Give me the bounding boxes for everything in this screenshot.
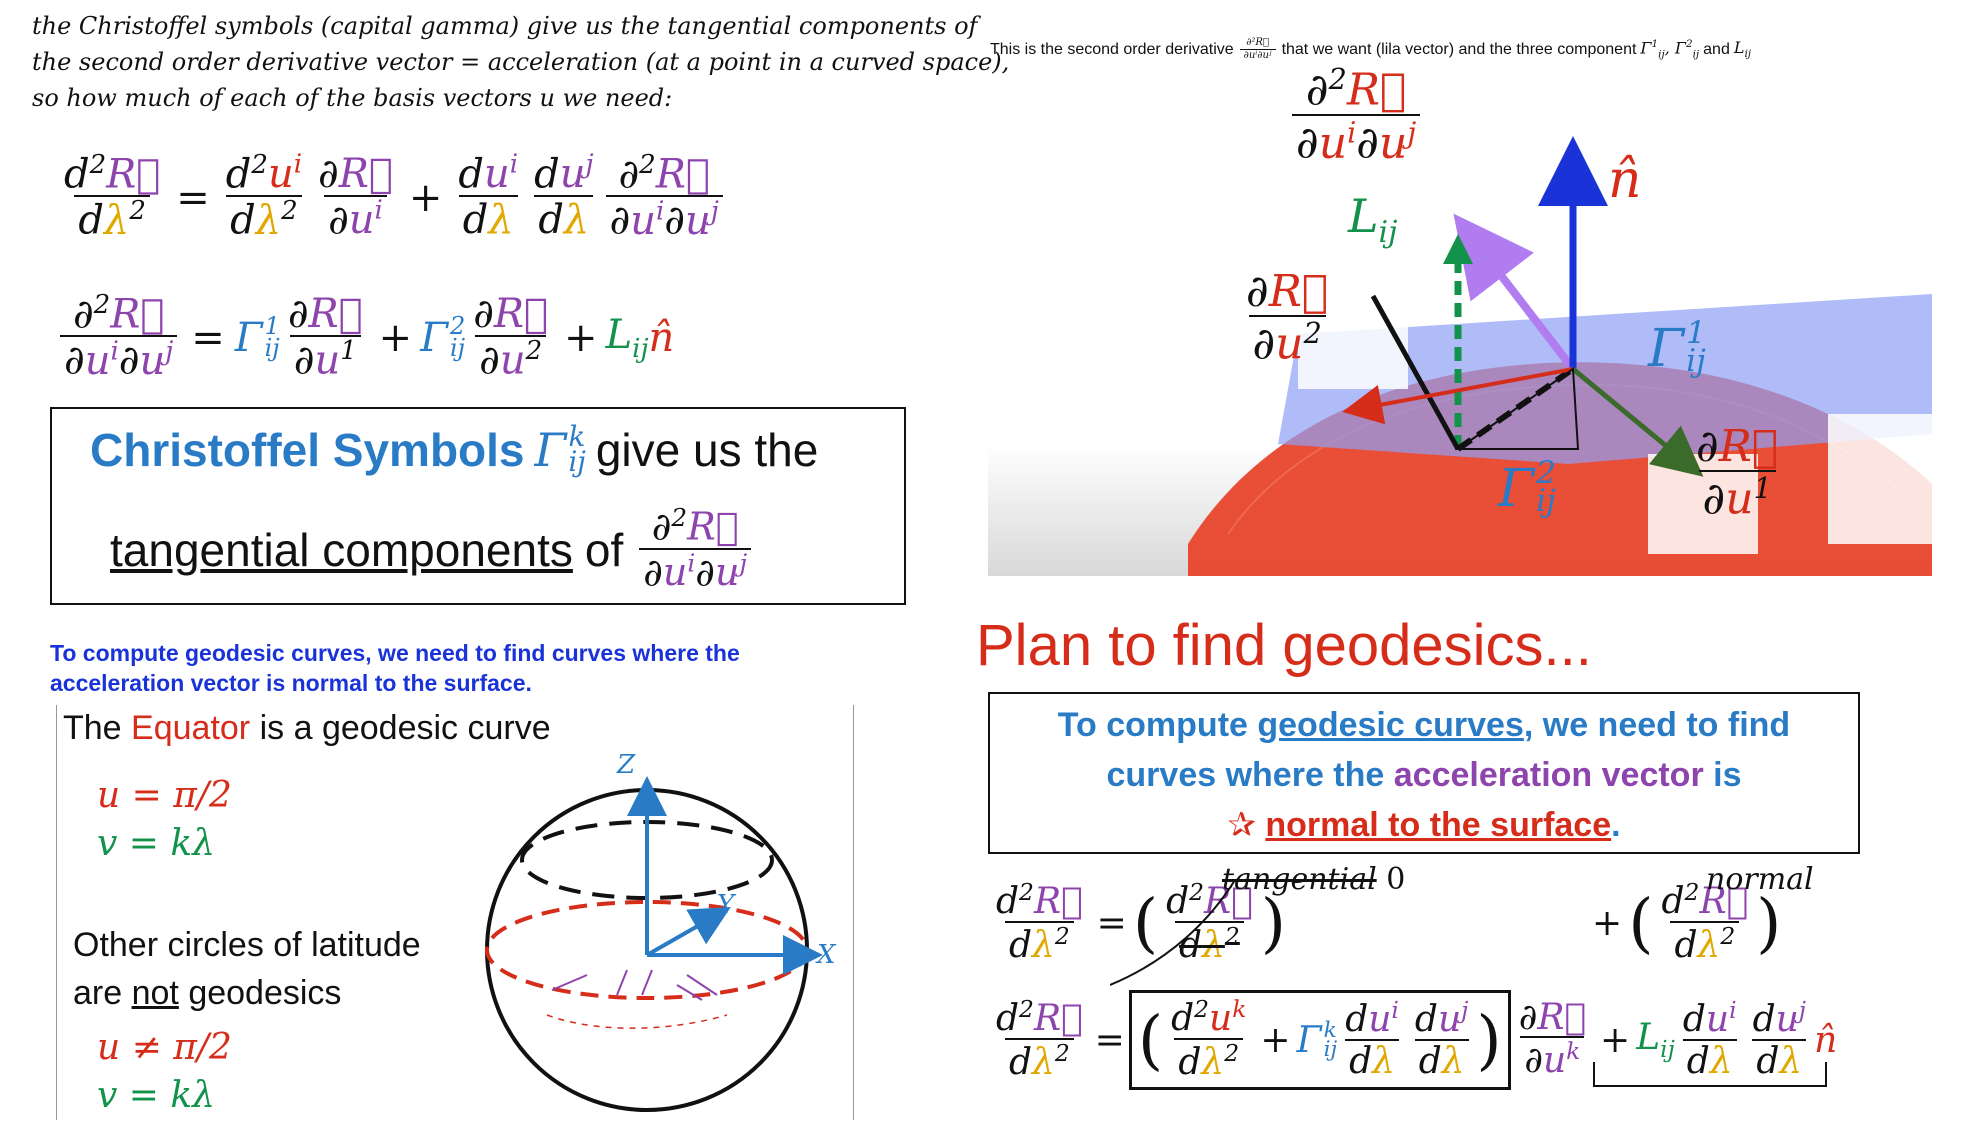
axis-x-label: X <box>817 940 836 970</box>
intro-line-3: so how much of each of the basis vectors… <box>32 84 673 112</box>
sphere-panel: The Equator is a geodesic curve u = π/2 … <box>56 705 854 1120</box>
normal-label: normal <box>1706 862 1814 897</box>
y-axis <box>646 907 731 957</box>
label-d2R-duiduj: ∂2R⃗ ∂ui∂uj <box>1288 64 1424 169</box>
strike-line-icon <box>1110 880 1236 986</box>
plan-box-line-2: curves where the acceleration vector is <box>1106 756 1742 794</box>
intro-line-2: the second order derivative vector = acc… <box>32 48 1010 76</box>
intro-text: the Christoffel symbols (capital gamma) … <box>32 8 1009 116</box>
equation-second-derivative: d2R⃗ dλ2 = d2ui dλ2 ∂R⃗ ∂ui + dui dλ duj dλ ∂… <box>56 151 727 244</box>
plan-title: Plan to find geodesics... <box>976 613 1592 678</box>
geodesic-note: To compute geodesic curves, we need to f… <box>50 638 740 698</box>
equation-tangential-normal: d2R⃗ dλ2 = ( d2R⃗ dλ2 ) + ( d2R⃗ dλ2 ) <box>996 878 1782 966</box>
latitude-eq-v: v = kλ <box>97 1075 216 1116</box>
axis-y-label: Y <box>717 890 735 920</box>
plan-box: To compute geodesic curves, we need to f… <box>988 692 1860 854</box>
label-n-hat: n̂ <box>1608 150 1642 210</box>
partial-u2-vector <box>1342 367 1574 425</box>
geodesic-note-line-2: acceleration vector is normal to the sur… <box>50 670 532 696</box>
surface-vector-figure: ∂2R⃗ ∂ui∂uj n̂ Lij ∂R⃗ ∂u2 Γ 1 ij Γ 2 ij ∂R⃗ ∂u… <box>988 64 1938 576</box>
equation-christoffel-decomposition: ∂2R⃗ ∂ui∂uj = Γ 1 ij ∂R⃗ ∂u1 + Γ 2 ij ∂R⃗ ∂u2 +… <box>56 291 674 384</box>
geodesic-curves-link: geodesic curves <box>1257 706 1524 744</box>
latitude-sketch <box>546 1014 728 1029</box>
equator-statement: The Equator is a geodesic curve <box>63 709 551 747</box>
geodesic-note-line-1: To compute geodesic curves, we need to f… <box>50 640 740 666</box>
plan-box-line-3: ✰ normal to the surface. <box>1227 806 1621 844</box>
intro-line-1: the Christoffel symbols (capital gamma) … <box>32 12 978 40</box>
equator-eq-v: v = kλ <box>97 823 216 864</box>
other-circles-statement: Other circles of latitude are not geodes… <box>73 926 421 1012</box>
star-doodle-icon: ✰ <box>1227 806 1256 844</box>
black-vector <box>1370 294 1461 451</box>
tangential-label: tangential 0 <box>1222 862 1406 897</box>
label-gamma-2: Γ 2 ij <box>1498 455 1556 520</box>
box1-line-2: tangential components of ∂2R⃗ ∂ui∂uj <box>110 505 755 595</box>
normal-bracket-icon <box>1593 1062 1827 1087</box>
equator-eq-u: u = π/2 <box>97 775 232 816</box>
partial-u1-vector <box>1571 367 1704 477</box>
acceleration-arrows <box>551 969 718 1001</box>
label-Lij: Lij <box>1348 189 1398 251</box>
axis-z-label: Z <box>617 750 636 780</box>
label-dR-du1: ∂R⃗ ∂u1 <box>1696 421 1779 525</box>
latitude-eq-u: u ≠ π/2 <box>97 1027 232 1068</box>
plan-box-line-1: To compute geodesic curves, we need to f… <box>1057 706 1791 744</box>
sphere-diagram: Z Y X <box>477 750 847 1120</box>
figure-caption: This is the second order derivative ∂²R⃗… <box>990 37 1752 61</box>
label-dR-du2: ∂R⃗ ∂u2 <box>1246 266 1329 370</box>
label-gamma-1: Γ 1 ij <box>1648 315 1706 380</box>
second-derivative-vector <box>1453 213 1577 372</box>
